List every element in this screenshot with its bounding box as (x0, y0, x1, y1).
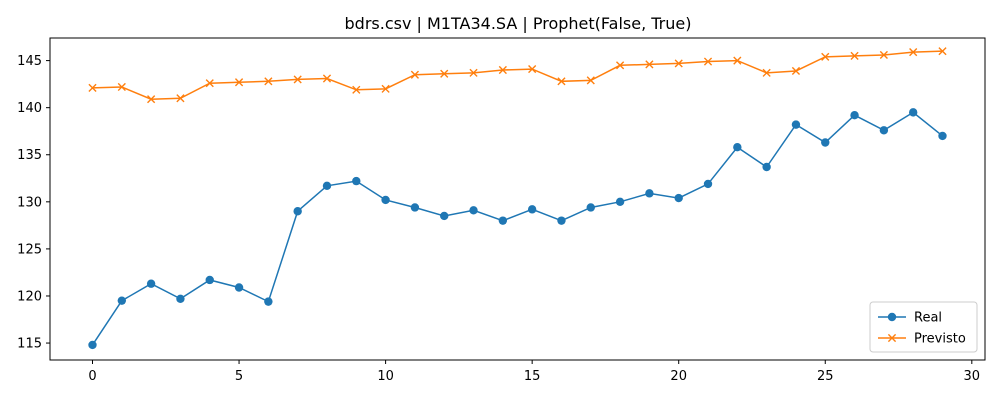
y-tick-label: 115 (17, 337, 42, 352)
data-point-real (117, 296, 127, 305)
data-point-real (527, 205, 537, 214)
data-point-real (586, 203, 595, 212)
data-point-previsto (234, 78, 244, 87)
chart-title: bdrs.csv | M1TA34.SA | Prophet(False, Tr… (345, 14, 692, 33)
data-point-previsto (528, 64, 537, 74)
data-point-previsto (88, 83, 97, 92)
data-point-real (821, 138, 830, 147)
plot-frame (49, 37, 986, 361)
data-point-previsto (352, 85, 361, 94)
y-tick-label: 120 (17, 289, 42, 304)
data-point-previsto (147, 95, 156, 104)
legend: Real Previsto (869, 301, 978, 353)
data-point-real (557, 216, 566, 225)
data-point-previsto (850, 51, 859, 60)
data-point-previsto (117, 82, 126, 92)
x-tick-label: 30 (964, 369, 981, 384)
data-point-real (674, 193, 683, 203)
data-point-real (645, 189, 654, 198)
data-point-real (322, 181, 332, 191)
data-point-previsto (762, 68, 771, 77)
data-point-previsto (381, 84, 390, 93)
data-point-previsto (322, 74, 332, 83)
x-tick-label: 5 (235, 369, 243, 384)
x-tick-label: 0 (88, 369, 96, 384)
y-tick-label: 135 (17, 148, 42, 163)
data-point-previsto (205, 79, 214, 88)
data-point-previsto (264, 77, 273, 86)
data-point-previsto (879, 50, 888, 60)
legend-marker-previsto (887, 333, 897, 343)
x-tick-label: 15 (524, 369, 541, 384)
y-tick-label: 125 (17, 242, 42, 257)
data-point-previsto (733, 56, 742, 65)
data-point-real (762, 162, 771, 172)
data-point-previsto (469, 68, 478, 77)
data-point-real (234, 283, 244, 292)
data-point-real (381, 195, 390, 205)
data-point-previsto (674, 59, 683, 68)
data-point-previsto (293, 75, 302, 84)
data-point-real (908, 108, 918, 117)
data-point-real (791, 120, 801, 129)
data-point-real (410, 203, 420, 212)
data-point-previsto (615, 61, 625, 70)
data-point-previsto (645, 60, 654, 69)
series-line-real (91, 111, 943, 346)
x-tick-label: 10 (377, 369, 394, 384)
data-point-real (88, 340, 97, 350)
data-point-previsto (938, 47, 947, 56)
data-point-real (352, 176, 361, 186)
data-point-previsto (440, 69, 449, 78)
x-tick-label: 20 (670, 369, 687, 384)
data-point-previsto (821, 52, 830, 61)
data-point-real (879, 126, 889, 135)
data-point-previsto (498, 65, 507, 75)
data-point-real (733, 143, 742, 152)
legend-marker-real (887, 312, 897, 322)
data-point-real (293, 207, 302, 216)
y-tick-label: 140 (17, 101, 42, 116)
data-point-real (703, 179, 713, 189)
data-point-real (615, 197, 625, 207)
data-point-real (938, 131, 947, 141)
data-point-previsto (410, 70, 420, 79)
data-point-real (469, 206, 478, 215)
data-point-real (205, 275, 214, 285)
data-point-previsto (909, 48, 918, 57)
y-tick-label: 145 (17, 54, 42, 69)
data-point-real (264, 297, 273, 306)
data-point-previsto (703, 57, 713, 66)
data-point-previsto (791, 66, 801, 76)
legend-label-previsto: Previsto (914, 332, 966, 347)
y-axis: 115 120 125 130 135 140 145 (17, 54, 50, 352)
data-point-previsto (176, 94, 185, 103)
legend-label-real: Real (914, 311, 942, 326)
x-axis: 0 5 10 15 20 25 30 (88, 360, 980, 384)
plot-area (49, 37, 986, 361)
data-point-real (176, 294, 185, 304)
data-point-real (440, 211, 449, 221)
data-point-real (146, 279, 156, 288)
x-tick-label: 25 (817, 369, 834, 384)
legend-box (869, 301, 978, 353)
data-point-real (850, 111, 859, 120)
series-line-previsto (92, 50, 943, 100)
data-point-real (498, 216, 508, 225)
data-point-previsto (586, 76, 595, 85)
y-tick-label: 130 (17, 195, 42, 210)
data-point-previsto (557, 77, 566, 86)
